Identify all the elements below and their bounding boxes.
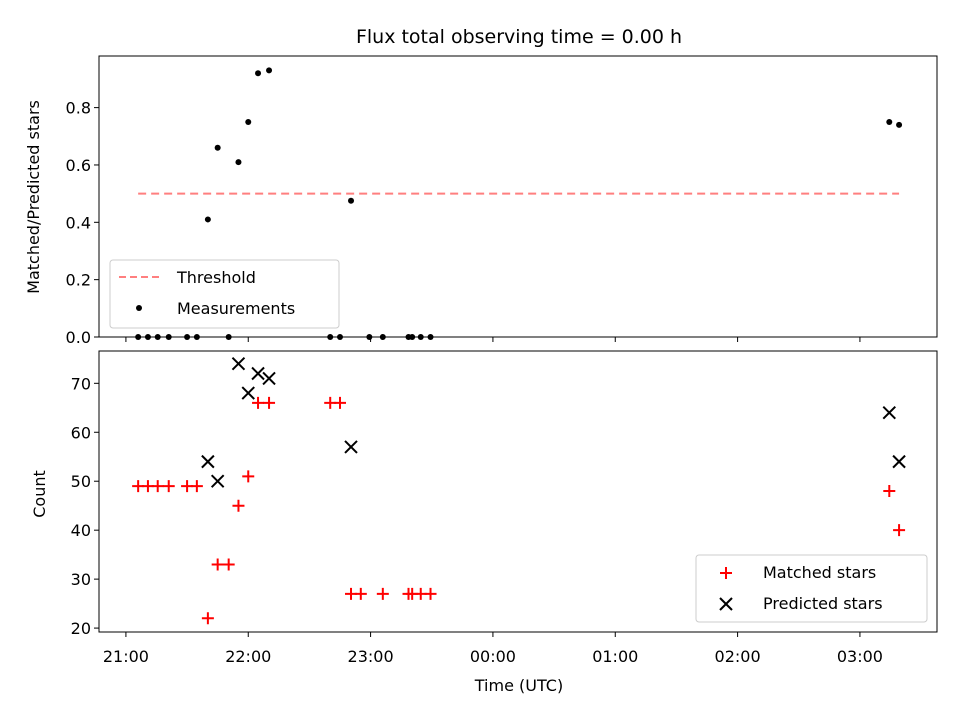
measurement-point xyxy=(379,334,386,340)
matched-star-point xyxy=(190,480,203,493)
matched-star-point xyxy=(376,587,389,600)
measurement-point xyxy=(225,334,232,340)
predicted-star-point xyxy=(201,454,215,469)
predicted-star-point xyxy=(892,454,906,469)
measurement-point xyxy=(417,334,424,340)
measurement-point xyxy=(427,334,434,340)
top-y-tick-label: 0.8 xyxy=(66,99,91,118)
matched-star-point xyxy=(252,396,265,409)
predicted-star-point xyxy=(882,405,896,420)
matched-star-point xyxy=(424,587,437,600)
measurement-point xyxy=(337,334,344,340)
top-y-tick-label: 0.0 xyxy=(66,328,91,347)
legend-measurements-label: Measurements xyxy=(177,299,295,318)
x-tick-label: 03:00 xyxy=(837,647,883,666)
measurement-point xyxy=(154,334,161,340)
measurement-point xyxy=(204,216,211,223)
measurement-point xyxy=(193,334,200,340)
measurement-point xyxy=(235,159,242,166)
measurement-point xyxy=(327,334,334,340)
legend-measurements-swatch xyxy=(136,305,142,311)
matched-star-point xyxy=(201,612,214,625)
predicted-star-point xyxy=(262,371,276,386)
top-y-tick-label: 0.4 xyxy=(66,213,91,232)
matched-star-point xyxy=(354,587,367,600)
top-plot-area: 0.0 0.2 0.4 0.6 0.8 xyxy=(66,55,938,347)
measurement-point xyxy=(348,197,355,204)
matched-star-point xyxy=(151,480,164,493)
bottom-legend: Matched stars Predicted stars xyxy=(695,554,928,623)
top-axes-frame xyxy=(98,55,938,338)
legend-predicted-label: Predicted stars xyxy=(763,594,883,613)
x-tick-label: 23:00 xyxy=(348,647,394,666)
legend-matched-swatch xyxy=(720,567,732,579)
matched-star-point xyxy=(893,524,906,537)
measurement-point xyxy=(245,118,252,125)
matched-star-point xyxy=(883,485,896,498)
matched-star-point xyxy=(211,558,224,571)
predicted-star-point xyxy=(210,474,225,488)
bottom-y-tick-label: 70 xyxy=(71,374,91,393)
measurement-point xyxy=(886,118,893,125)
x-tick-label: 21:00 xyxy=(103,647,149,666)
top-y-tick-label: 0.6 xyxy=(66,156,91,175)
x-axis-label: Time (UTC) xyxy=(474,676,563,695)
matched-star-point xyxy=(242,470,255,483)
x-tick-label: 01:00 xyxy=(592,647,638,666)
matched-star-point xyxy=(334,396,347,409)
bottom-y-tick-label: 20 xyxy=(71,619,91,638)
predicted-star-point xyxy=(251,366,265,381)
measurement-point xyxy=(266,67,273,74)
legend-predicted-swatch xyxy=(719,597,733,611)
matched-star-point xyxy=(222,558,235,571)
matched-star-point xyxy=(232,499,245,512)
bottom-y-tick-label: 30 xyxy=(71,570,91,589)
matched-star-point xyxy=(263,396,276,409)
chart-title: Flux total observing time = 0.00 h xyxy=(356,26,682,48)
matched-star-point xyxy=(162,480,175,493)
predicted-star-point xyxy=(344,440,358,454)
x-tick-label: 02:00 xyxy=(715,647,761,666)
measurement-point xyxy=(255,70,262,77)
bottom-plot-area: 20 30 40 50 60 70 21:00 22:00 23:00 00:00 01:00 02:… xyxy=(71,350,938,666)
bottom-y-tick-label: 60 xyxy=(71,423,91,442)
measurement-point xyxy=(366,334,373,340)
top-legend: Threshold Measurements xyxy=(109,259,340,329)
measurement-point xyxy=(144,334,151,340)
bottom-y-axis-label: Count xyxy=(30,470,49,518)
measurement-point xyxy=(214,144,221,151)
predicted-star-point xyxy=(231,357,246,371)
legend-threshold-label: Threshold xyxy=(176,268,256,287)
predicted-star-point xyxy=(241,386,255,400)
legend-matched-label: Matched stars xyxy=(763,563,876,582)
x-tick-label: 22:00 xyxy=(225,647,271,666)
x-tick-label: 00:00 xyxy=(470,647,516,666)
bottom-axes-frame xyxy=(98,350,938,633)
bottom-y-tick-label: 40 xyxy=(71,521,91,540)
measurement-point xyxy=(165,334,172,340)
measurement-point xyxy=(184,334,191,340)
measurement-point xyxy=(135,334,142,340)
measurement-point xyxy=(896,121,903,128)
top-y-axis-label: Matched/Predicted stars xyxy=(24,100,43,294)
top-y-tick-label: 0.2 xyxy=(66,271,91,290)
bottom-y-tick-label: 50 xyxy=(71,472,91,491)
measurement-point xyxy=(409,334,416,340)
